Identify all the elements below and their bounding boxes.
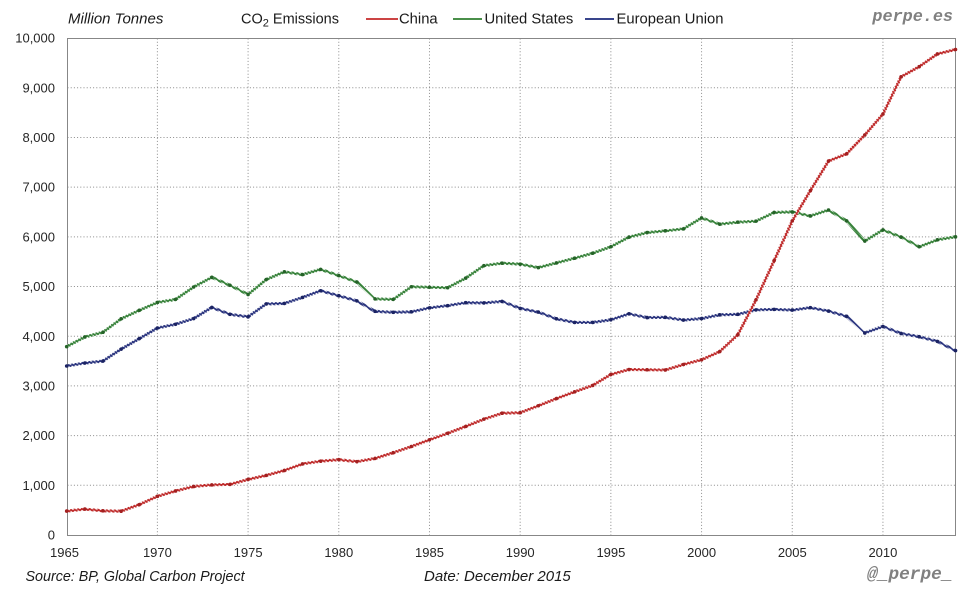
svg-text:1975: 1975	[234, 545, 263, 560]
svg-text:European Union: European Union	[617, 12, 724, 28]
svg-text:China: China	[399, 12, 438, 28]
svg-text:CO2 Emissions: CO2 Emissions	[241, 12, 339, 30]
svg-text:Date: December 2015: Date: December 2015	[424, 568, 571, 585]
svg-text:1990: 1990	[506, 545, 535, 560]
svg-text:2,000: 2,000	[22, 428, 55, 443]
svg-text:1980: 1980	[324, 545, 353, 560]
svg-text:4,000: 4,000	[22, 329, 55, 344]
svg-text:7,000: 7,000	[22, 180, 55, 195]
svg-text:1985: 1985	[415, 545, 444, 560]
svg-text:6,000: 6,000	[22, 229, 55, 244]
svg-text:1970: 1970	[143, 545, 172, 560]
svg-text:2000: 2000	[687, 545, 716, 560]
svg-text:5,000: 5,000	[22, 279, 55, 294]
svg-text:1,000: 1,000	[22, 478, 55, 493]
svg-text:1965: 1965	[50, 545, 79, 560]
svg-text:3,000: 3,000	[22, 379, 55, 394]
svg-text:1995: 1995	[596, 545, 625, 560]
svg-text:2005: 2005	[778, 545, 807, 560]
svg-text:Source: BP, Global Carbon Proj: Source: BP, Global Carbon Project	[26, 569, 246, 585]
svg-text:United States: United States	[485, 12, 574, 28]
svg-text:0: 0	[48, 528, 55, 543]
svg-text:2010: 2010	[868, 545, 897, 560]
svg-text:@_perpe_: @_perpe_	[867, 565, 952, 585]
svg-text:8,000: 8,000	[22, 130, 55, 145]
svg-text:10,000: 10,000	[15, 31, 55, 46]
svg-text:Million Tonnes: Million Tonnes	[68, 11, 164, 28]
svg-text:9,000: 9,000	[22, 80, 55, 95]
svg-text:perpe.es: perpe.es	[871, 8, 953, 27]
